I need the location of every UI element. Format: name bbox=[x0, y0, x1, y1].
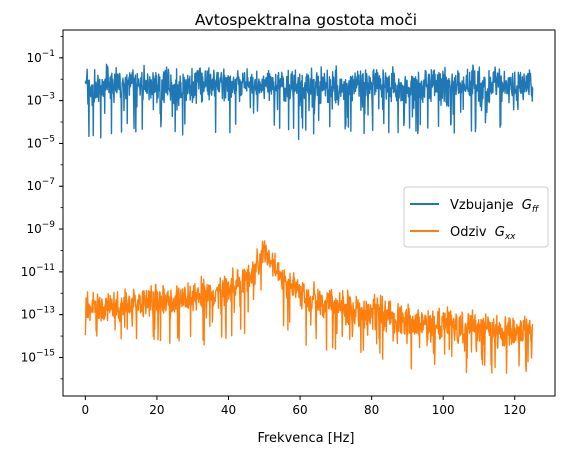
legend-name-excitation: Vzbujanje bbox=[450, 198, 514, 213]
legend-box bbox=[403, 186, 549, 248]
legend-symbol-excitation: G bbox=[522, 198, 532, 213]
x-tick-label: 100 bbox=[432, 403, 455, 417]
x-tick-label: 60 bbox=[292, 403, 307, 417]
legend-subscript-excitation: ff bbox=[532, 205, 540, 215]
chart-title: Avtospektralna gostota moči bbox=[195, 11, 417, 29]
series-line-response bbox=[84, 240, 534, 374]
y-tick-label: 10−3 bbox=[26, 92, 55, 108]
x-tick-label: 20 bbox=[149, 403, 164, 417]
x-tick-label: 80 bbox=[364, 403, 379, 417]
y-tick-label: 10−13 bbox=[21, 306, 55, 322]
y-tick-label: 10−11 bbox=[21, 263, 55, 279]
x-tick-label: 120 bbox=[503, 403, 526, 417]
legend-label-excitation: Vzbujanje Gff bbox=[450, 198, 540, 215]
y-tick-label: 10−15 bbox=[21, 348, 55, 364]
x-tick-label: 40 bbox=[221, 403, 236, 417]
series-line-excitation bbox=[84, 63, 534, 141]
x-axis-label: Frekvenca [Hz] bbox=[257, 431, 354, 446]
legend-label-response: Odziv Gxx bbox=[450, 225, 516, 242]
legend-name-response: Odziv bbox=[450, 225, 487, 240]
plot-frame bbox=[62, 29, 556, 397]
y-tick-label: 10−9 bbox=[26, 220, 55, 236]
legend: Vzbujanje Gff Odziv Gxx bbox=[403, 186, 549, 248]
legend-subscript-response: xx bbox=[504, 232, 516, 242]
x-tick-label: 0 bbox=[82, 403, 90, 417]
y-tick-label: 10−7 bbox=[26, 177, 55, 193]
legend-symbol-response: G bbox=[495, 225, 505, 240]
y-tick-label: 10−5 bbox=[26, 134, 55, 150]
y-tick-label: 10−1 bbox=[26, 49, 55, 65]
